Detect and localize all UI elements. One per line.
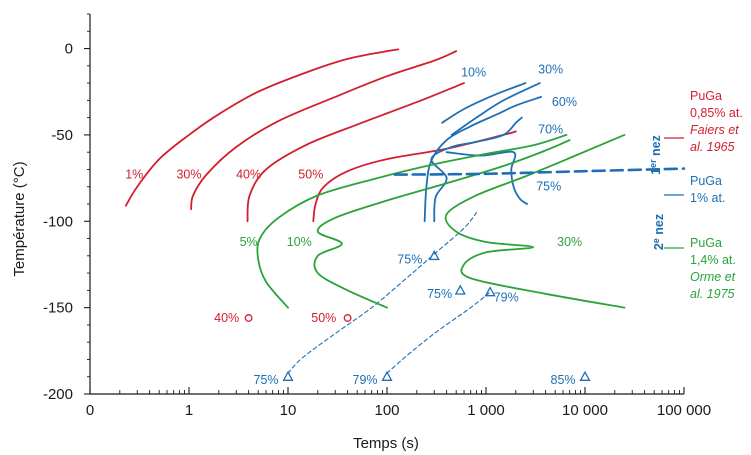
triangle-marker [454,284,466,295]
series-line-70 [430,116,523,223]
series-line-10 [313,139,571,309]
data-label: 85% [551,373,576,387]
x-tick-label: 0 [86,402,94,419]
legend-label: PuGa [690,236,722,250]
legend-label: PuGa [690,89,722,103]
circle-marker [244,314,253,322]
series-line-40 [246,82,465,223]
y-tick-label: -150 [43,300,73,317]
y-tick-label: -50 [51,127,73,144]
data-label: 30% [538,62,563,76]
triangle-marker [579,370,591,381]
x-tick-label: 10 [280,402,297,419]
data-label: 50% [311,311,336,325]
series-line-1ernez [393,167,686,176]
data-label: 70% [538,123,563,137]
series-line-75 [287,212,477,374]
series-line-30 [190,50,458,211]
nez-label: 2e nez [651,214,666,250]
data-label: 75% [397,252,422,266]
y-axis-title: Température (°C) [11,161,28,276]
y-tick-label: 0 [65,41,73,58]
x-tick-label: 100 000 [657,402,711,419]
x-tick-label: 100 [374,402,399,419]
data-label: 5% [240,235,258,249]
legend-label: 1% at. [690,191,725,205]
series-line-50 [312,130,517,223]
x-tick-label: 10 000 [562,402,608,419]
series-line-1 [124,48,400,207]
triangle-marker [428,249,440,261]
triangle-marker [282,370,294,381]
triangle-marker [381,370,393,381]
data-label: 40% [236,168,261,182]
x-tick-label: 1 [185,402,193,419]
legend-citation: Faiers et [690,123,739,137]
legend-label: PuGa [690,174,722,188]
series-layer [124,48,686,374]
data-label: 79% [353,373,378,387]
data-label: 10% [461,66,486,80]
legend: PuGa 0,85% at. Faiers et al. 1965 PuGa 1% at.… [664,89,743,301]
series-line-79 [386,291,491,374]
series-line-30 [444,134,626,309]
data-label: 30% [557,235,582,249]
series-line-30 [450,82,541,136]
legend-label: 1,4% at. [690,253,736,267]
legend-citation: Orme et [690,270,736,284]
data-label: 60% [552,95,577,109]
nez-label: 1er nez [648,135,663,175]
triangle-marker [484,286,496,297]
data-label: 79% [494,290,519,304]
y-tick-label: -200 [43,386,73,403]
data-label: 50% [298,168,323,182]
legend-label: 0,85% at. [690,106,743,120]
series-line-5 [256,134,568,309]
data-label: 40% [214,311,239,325]
data-label: 1% [125,168,143,182]
x-tick-label: 1 000 [467,402,505,419]
circle-marker [343,314,352,322]
data-label: 75% [536,180,561,194]
markers-layer [244,249,591,381]
axes: 0 1 10 100 1 000 10 000 100 000 0 -50 -100 -150 -20… [43,13,711,419]
annotations-layer: 1% 30% 40% 50% 40% 50% 10% 30% 60% 70% 75% 75% 75% 79… [125,62,666,387]
legend-citation: al. 1975 [690,287,735,301]
y-tick-label: -100 [43,213,73,230]
data-label: 75% [427,287,452,301]
x-axis-title: Temps (s) [353,435,419,452]
data-label: 75% [254,373,279,387]
data-label: 30% [176,168,201,182]
series-line-10 [441,82,527,124]
data-label: 10% [287,235,312,249]
series-line-60 [423,96,542,223]
legend-citation: al. 1965 [690,140,735,154]
